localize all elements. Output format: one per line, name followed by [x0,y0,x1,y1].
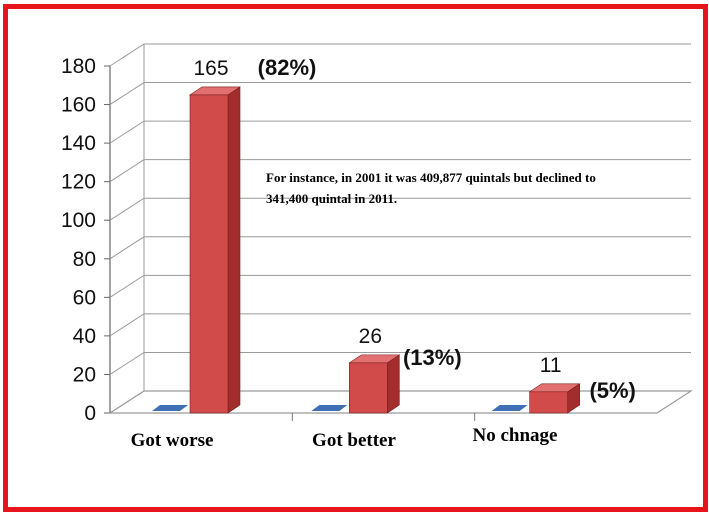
value-label: 26 [359,325,382,348]
y-tick-label: 140 [61,132,96,155]
category-label: Got better [312,430,396,451]
gridline [109,120,691,144]
gridline [109,313,691,337]
bar-red-1 [348,354,401,414]
bar-blue-1 [311,405,348,411]
gridline [109,197,691,221]
y-axis-ticks: 0 20 40 60 80 100 120 140 160 180 [61,55,476,425]
percent-label: (5%) [589,378,635,403]
bar-red-2 [528,383,581,414]
red-border-frame [3,4,708,512]
y-tick-label: 180 [61,55,96,78]
bars-layer [152,86,581,414]
gridline [109,43,691,67]
category-label: No chnage [473,425,558,446]
y-tick-label: 60 [73,286,96,309]
y-tick-label: 20 [73,363,96,386]
labels-layer: 165 (82%) Got worse 26 (13%) Got better 11 (5%)… [131,55,636,451]
percent-label: (13%) [403,345,462,370]
gridline [109,82,691,105]
gridline [109,274,691,298]
bar-red-2-front [529,391,568,414]
bar-blue-2 [491,405,528,411]
bar-red-0-front [189,94,229,414]
y-tick-label: 0 [84,402,96,425]
annotation-line-2: 341,400 quintal in 2011. [266,191,397,206]
bar-red-1-side [387,354,400,414]
value-label: 11 [540,354,562,377]
percent-label: (82%) [258,55,317,80]
y-tick-label: 100 [61,209,96,232]
category-label: Got worse [131,430,214,451]
value-label: 165 [193,57,228,80]
bar-blue-0 [152,405,188,411]
y-tick-label: 160 [61,94,96,117]
gridline [109,351,691,375]
y-tick-label: 80 [73,248,96,271]
bar-red-1-front [349,362,388,414]
y-tick-label: 40 [73,325,96,348]
bar-red-0-side [227,86,241,414]
y-tick-label: 120 [61,171,96,194]
gridline [109,236,691,260]
gridline [109,159,691,183]
grid-layer [109,43,694,414]
bar-red-0 [189,86,241,414]
annotation-line-1: For instance, in 2001 it was 409,877 qui… [266,170,596,185]
